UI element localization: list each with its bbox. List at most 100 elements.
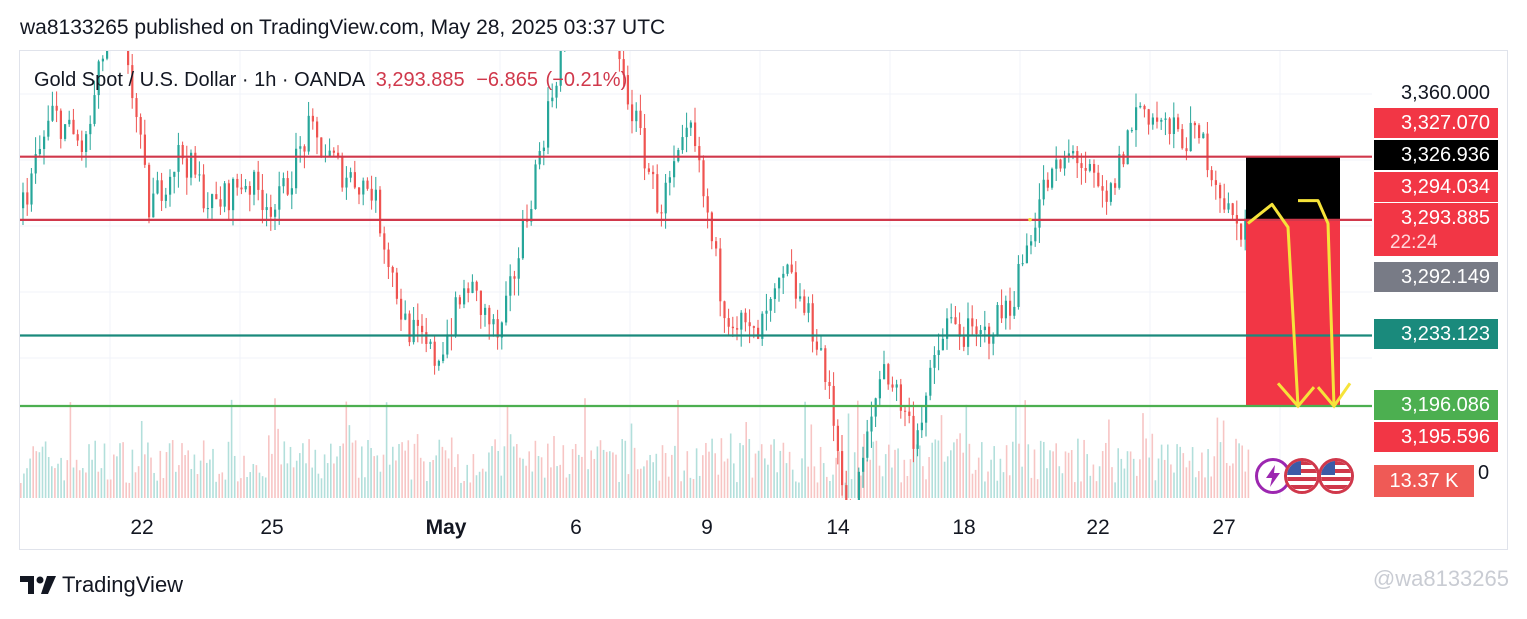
volume-bar	[667, 476, 670, 498]
volume-bar	[361, 446, 363, 498]
volume-bar	[906, 476, 909, 498]
volume-bar	[1222, 420, 1225, 498]
volume-bar	[326, 463, 329, 498]
volume-bar	[122, 442, 124, 498]
candle-body	[962, 336, 965, 347]
us-flag-icon-2[interactable]	[1318, 458, 1354, 494]
candle-body	[93, 95, 96, 124]
volume-bar	[444, 450, 447, 498]
candle-body	[496, 319, 499, 338]
volume-bar	[829, 480, 831, 498]
candle-body	[606, 11, 608, 16]
candle-body	[362, 180, 365, 195]
volume-bar	[354, 440, 357, 498]
volume-bar	[292, 467, 295, 498]
candle-body	[1231, 203, 1234, 216]
candle-body	[803, 296, 806, 313]
candle-body	[135, 98, 138, 118]
volume-bar	[925, 479, 927, 498]
volume-bar	[953, 442, 955, 498]
candle-body	[1193, 122, 1196, 126]
us-flag-icon[interactable]	[1284, 458, 1320, 494]
candle-body	[668, 177, 671, 183]
volume-bar	[968, 443, 971, 498]
volume-bar	[171, 440, 174, 498]
last-price: 3,293.885	[375, 69, 465, 91]
volume-bar	[581, 456, 583, 498]
volume-bar	[66, 460, 69, 498]
candle-body	[954, 317, 957, 325]
volume-bar	[88, 444, 90, 498]
volume-bar	[847, 413, 850, 498]
volume-bar	[1018, 443, 1020, 498]
volume-bar	[900, 482, 902, 498]
candle-body	[311, 115, 314, 122]
volume-bar	[1005, 445, 1008, 498]
volume-bar	[454, 467, 456, 498]
x-tick-2: May	[425, 516, 467, 539]
candle-body	[694, 122, 697, 147]
symbol-legend[interactable]: Gold Spot / U.S. Dollar · 1h · OANDA 3,2…	[34, 69, 627, 92]
candle-body	[160, 180, 163, 201]
volume-bar	[26, 468, 28, 498]
volume-bar	[760, 444, 763, 498]
candle-body	[202, 174, 205, 209]
volume-bar	[655, 453, 658, 498]
volume-bar	[246, 476, 248, 498]
candle-body	[614, 30, 616, 45]
volume-bar	[857, 400, 859, 498]
volume-bar	[1098, 466, 1101, 498]
volume-bar	[41, 446, 44, 498]
volume-bar	[199, 460, 202, 498]
candle-body	[811, 303, 814, 342]
candle-body	[1177, 117, 1180, 130]
candle-body	[778, 277, 781, 289]
candle-body	[689, 122, 692, 128]
volume-bar	[497, 450, 499, 498]
candle-body	[1244, 218, 1247, 240]
volume-bar	[540, 457, 543, 498]
candle-body	[752, 326, 755, 328]
volume-bar	[175, 471, 177, 498]
candle-body	[1013, 306, 1016, 316]
candle-body	[559, 51, 562, 86]
candle-body	[1051, 168, 1054, 188]
candle-body	[1156, 117, 1159, 122]
candle-body	[1189, 122, 1192, 152]
volume-bar	[35, 451, 38, 498]
candle-body	[509, 276, 512, 296]
candle-body	[761, 313, 764, 339]
candle-body	[303, 146, 306, 152]
candle-body	[152, 193, 155, 218]
candle-body	[744, 312, 747, 323]
volume-bar	[51, 466, 53, 498]
volume-bar	[317, 473, 320, 498]
candle-body	[967, 318, 970, 347]
volume-bar	[813, 466, 816, 498]
volume-bar	[971, 473, 974, 498]
candle-body	[370, 188, 373, 201]
candle-body	[589, 0, 591, 6]
volume-bar	[413, 443, 416, 498]
volume-bar	[97, 471, 100, 498]
candle-body	[47, 120, 50, 137]
tradingview-brand[interactable]: TradingView	[20, 572, 183, 598]
candle-body	[353, 172, 356, 188]
volume-bar	[233, 455, 236, 498]
volume-bar	[373, 456, 375, 498]
volume-bar	[689, 477, 692, 498]
volume-bar	[1232, 463, 1234, 498]
candle-body	[799, 296, 802, 299]
volume-bar	[1247, 449, 1250, 498]
volume-bar	[1070, 450, 1073, 498]
volume-bar	[915, 444, 918, 498]
candle-body	[820, 348, 823, 350]
volume-bar	[1077, 438, 1079, 498]
volume-bar	[252, 463, 255, 498]
candle-body	[400, 298, 403, 320]
volume-bar	[903, 459, 906, 498]
candle-body	[295, 148, 298, 189]
volume-bar	[1030, 477, 1033, 498]
candle-body	[845, 485, 848, 500]
